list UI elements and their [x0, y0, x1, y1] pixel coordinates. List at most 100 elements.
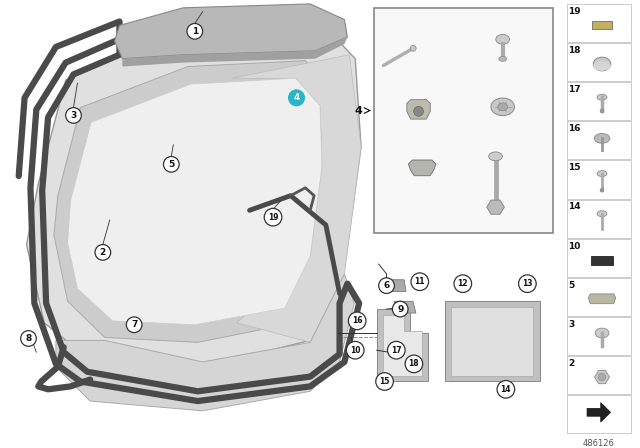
Bar	[566, 121, 631, 159]
Text: 10: 10	[350, 346, 360, 355]
Circle shape	[348, 312, 366, 330]
Polygon shape	[115, 4, 348, 59]
Ellipse shape	[597, 211, 607, 217]
Text: 15: 15	[380, 377, 390, 386]
Text: 5: 5	[168, 160, 175, 169]
Bar	[591, 256, 612, 265]
Circle shape	[598, 373, 606, 381]
Circle shape	[379, 278, 394, 293]
Circle shape	[387, 341, 405, 359]
Circle shape	[600, 109, 604, 113]
Circle shape	[392, 302, 408, 317]
Text: 7: 7	[131, 320, 138, 329]
Ellipse shape	[491, 98, 515, 116]
Bar	[566, 356, 631, 394]
Bar	[592, 21, 612, 29]
Polygon shape	[68, 78, 322, 325]
Circle shape	[376, 373, 394, 390]
Polygon shape	[56, 274, 354, 411]
Bar	[566, 4, 631, 42]
Circle shape	[20, 331, 36, 346]
Ellipse shape	[489, 152, 502, 161]
Ellipse shape	[499, 56, 507, 61]
Text: 19: 19	[568, 7, 581, 16]
Bar	[566, 82, 631, 121]
Text: 17: 17	[391, 346, 402, 355]
Polygon shape	[451, 307, 533, 375]
Bar	[374, 8, 553, 233]
Bar	[566, 43, 631, 81]
Bar	[566, 160, 631, 198]
Text: 8: 8	[26, 334, 31, 343]
Polygon shape	[394, 302, 416, 313]
Polygon shape	[445, 302, 540, 382]
Circle shape	[289, 90, 305, 106]
Polygon shape	[588, 294, 616, 304]
Polygon shape	[408, 160, 436, 176]
Circle shape	[95, 245, 111, 260]
Text: 13: 13	[522, 279, 532, 288]
Text: 18: 18	[568, 46, 581, 55]
Text: 18: 18	[408, 359, 419, 368]
Circle shape	[405, 355, 422, 373]
Ellipse shape	[593, 57, 611, 71]
Polygon shape	[595, 370, 609, 383]
Circle shape	[126, 317, 142, 332]
Circle shape	[413, 107, 424, 116]
Circle shape	[518, 275, 536, 293]
Circle shape	[66, 108, 81, 123]
Text: 1: 1	[191, 27, 198, 36]
Text: 5: 5	[568, 281, 575, 290]
Text: 10: 10	[568, 241, 581, 250]
Text: 14: 14	[568, 202, 581, 211]
Circle shape	[497, 380, 515, 398]
Text: 6: 6	[383, 281, 390, 290]
Polygon shape	[387, 280, 406, 292]
Circle shape	[600, 188, 604, 192]
Ellipse shape	[496, 34, 509, 44]
Text: 16: 16	[568, 124, 581, 133]
Text: 4: 4	[354, 106, 362, 116]
Circle shape	[411, 273, 429, 290]
Ellipse shape	[597, 171, 607, 177]
Polygon shape	[383, 315, 422, 375]
Text: 3: 3	[70, 111, 77, 120]
Polygon shape	[587, 402, 611, 422]
Circle shape	[410, 45, 416, 51]
Ellipse shape	[595, 328, 609, 338]
Text: 11: 11	[415, 277, 425, 286]
Polygon shape	[487, 200, 504, 214]
Circle shape	[346, 341, 364, 359]
Text: 2: 2	[568, 359, 575, 368]
Bar	[566, 239, 631, 277]
Polygon shape	[407, 99, 430, 119]
Circle shape	[163, 156, 179, 172]
Text: 486126: 486126	[583, 439, 615, 448]
Text: 15: 15	[568, 164, 581, 172]
Ellipse shape	[593, 61, 611, 71]
Ellipse shape	[498, 103, 508, 111]
Circle shape	[187, 23, 203, 39]
Ellipse shape	[597, 95, 607, 100]
Text: 9: 9	[397, 305, 403, 314]
Text: 4: 4	[293, 93, 300, 102]
Bar	[566, 317, 631, 355]
Circle shape	[264, 208, 282, 226]
Text: 19: 19	[268, 213, 278, 222]
Polygon shape	[232, 55, 361, 342]
Ellipse shape	[594, 134, 610, 143]
Bar	[566, 395, 631, 433]
Text: 16: 16	[352, 316, 362, 325]
Text: 17: 17	[568, 85, 581, 94]
Bar	[566, 199, 631, 238]
Bar	[566, 278, 631, 316]
Polygon shape	[122, 37, 348, 66]
Polygon shape	[592, 21, 612, 29]
Text: 2: 2	[100, 248, 106, 257]
Polygon shape	[377, 309, 428, 382]
Text: 3: 3	[568, 320, 575, 329]
Text: 14: 14	[500, 385, 511, 394]
Text: 12: 12	[458, 279, 468, 288]
Circle shape	[454, 275, 472, 293]
Polygon shape	[26, 22, 361, 367]
